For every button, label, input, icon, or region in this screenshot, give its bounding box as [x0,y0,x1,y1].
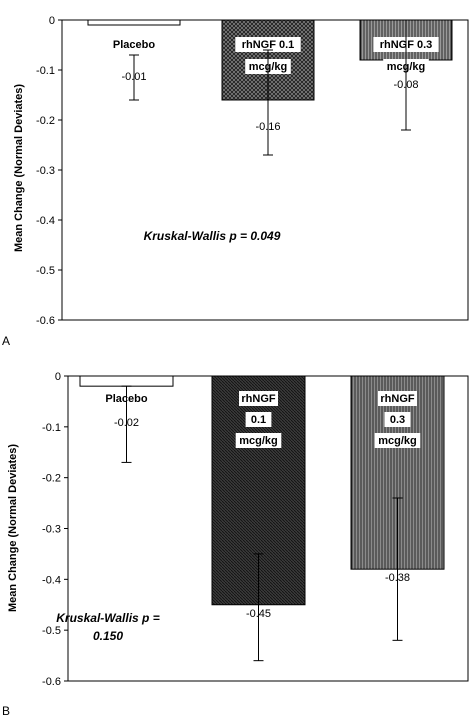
category-label-bg [235,433,282,448]
y-tick-label: -0.2 [42,473,61,485]
y-axis-title: Mean Change (Normal Deviates) [13,84,25,252]
category-label: rhNGF [380,393,415,405]
y-tick-label: 0 [55,371,61,383]
y-tick-label: -0.4 [36,215,55,227]
category-label: Placebo [113,39,155,51]
category-label-bg [245,412,272,427]
annotation: Kruskal-Wallis p = [56,611,159,625]
category-label-bg [378,391,417,406]
y-tick-label: -0.1 [42,422,61,434]
chart-panel-b: 0 -0.1 -0.2 -0.3 -0.4 -0.5 -0.6 Mean Change (No… [0,360,474,719]
bar-1 [79,375,174,387]
data-label: -0.01 [121,71,146,83]
y-tick-label: -0.5 [42,625,61,637]
category-label-bg [374,433,421,448]
data-label: -0.38 [385,572,410,584]
chart-panel-a: 0 -0.1 -0.2 -0.3 -0.4 -0.5 -0.6 Mean Change (No… [0,0,474,350]
y-tick-label: -0.4 [42,574,61,586]
y-tick-label: -0.6 [36,315,55,327]
chart-a-svg: 0 -0.1 -0.2 -0.3 -0.4 -0.5 -0.6 Mean Change (No… [13,15,469,327]
panel-label-b: B [2,704,11,718]
y-tick-label: -0.3 [36,165,55,177]
annotation: 0.150 [93,629,123,643]
panel-label-a: A [2,334,11,348]
y-tick-label: -0.3 [42,524,61,536]
y-tick-label: -0.1 [36,65,55,77]
chart-b-svg: 0 -0.1 -0.2 -0.3 -0.4 -0.5 -0.6 Mean Change (No… [7,371,469,688]
y-tick-label: -0.5 [36,265,55,277]
data-label: -0.45 [246,608,271,620]
data-label: -0.08 [393,79,418,91]
y-tick-label: -0.2 [36,115,55,127]
data-label: -0.02 [114,417,139,429]
category-label-bg [239,391,278,406]
y-tick-label: -0.6 [42,676,61,688]
category-label: mcg/kg [239,435,278,447]
category-label: rhNGF [241,393,276,405]
category-label: mcg/kg [378,435,417,447]
bar-1 [87,19,181,26]
data-label: -0.16 [255,121,280,133]
y-axis-title: Mean Change (Normal Deviates) [7,444,19,612]
category-label: 0.1 [251,414,266,426]
category-label: rhNGF 0.1 [242,39,295,51]
annotation: Kruskal-Wallis p = 0.049 [144,229,281,243]
y-tick-label: 0 [49,15,55,27]
category-label-bg [235,37,301,52]
category-label-bg [384,412,411,427]
category-label: 0.3 [390,414,405,426]
